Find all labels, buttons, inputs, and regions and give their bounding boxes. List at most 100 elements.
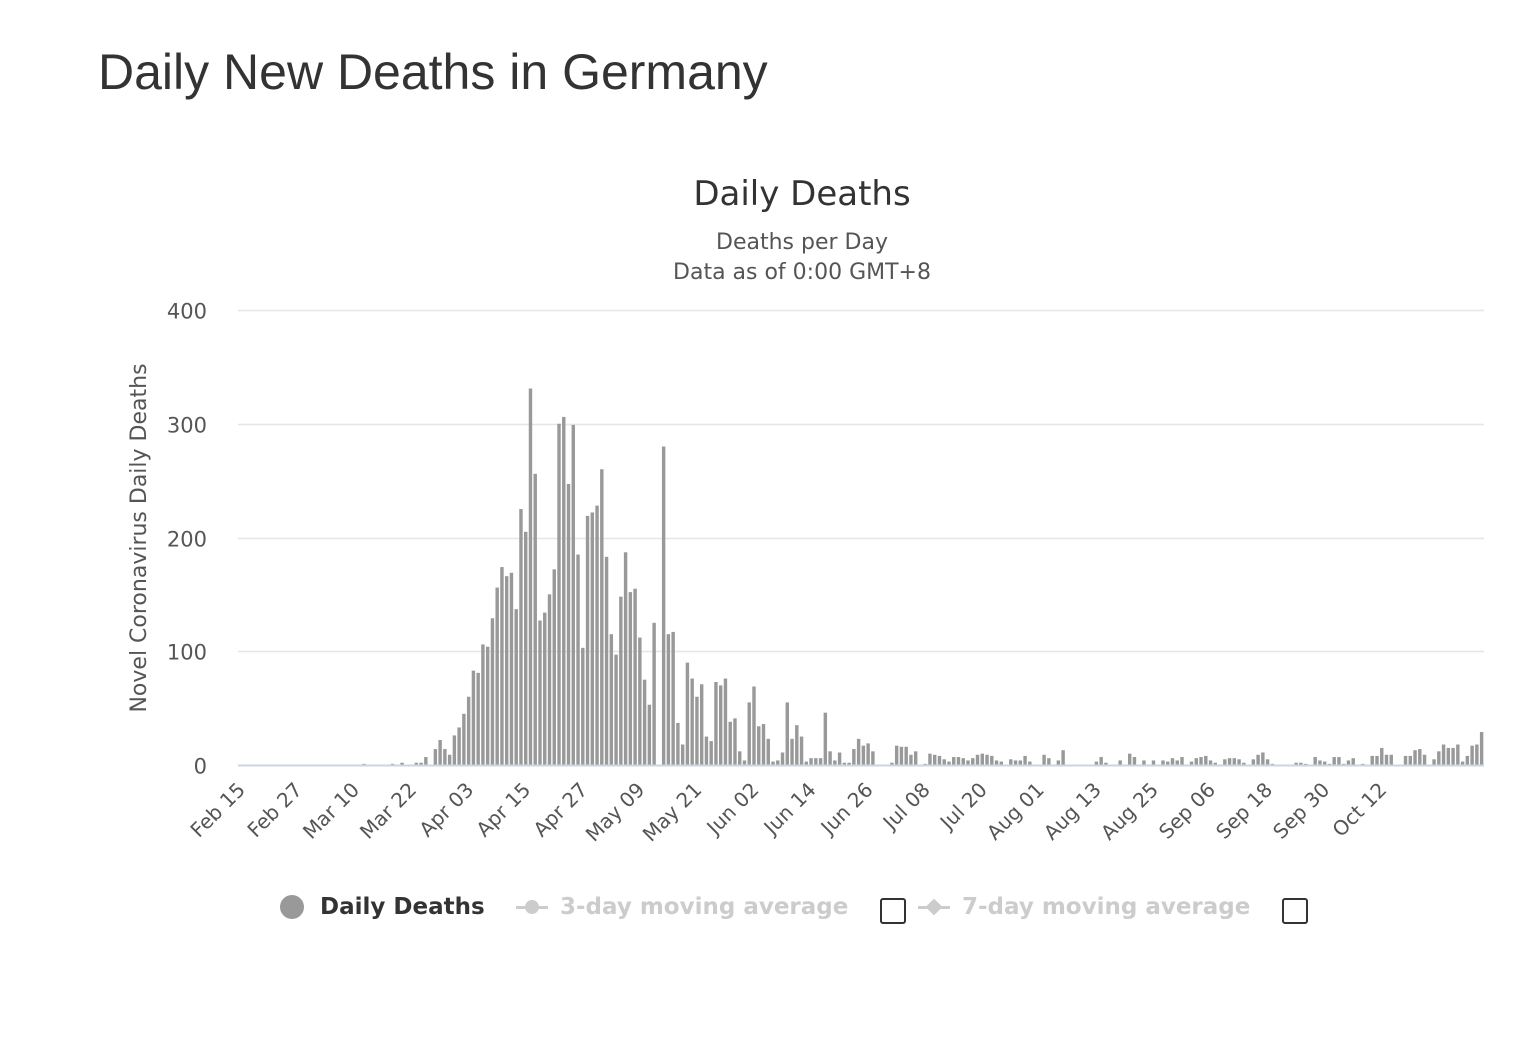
- x-tick-label: May 09: [581, 778, 650, 847]
- x-tick-label: Sep 06: [1154, 778, 1220, 844]
- bar: [457, 727, 461, 765]
- bar: [590, 512, 595, 765]
- chart-subtitle-line-2: Data as of 0:00 GMT+8: [673, 260, 931, 285]
- bar: [933, 754, 937, 765]
- bar: [709, 741, 713, 765]
- legend-item-7-day-moving-average[interactable]: 7-day moving average: [918, 885, 1250, 929]
- legend-item-3-day-moving-average[interactable]: 3-day moving average: [516, 885, 848, 929]
- bar: [975, 754, 980, 765]
- bar: [1270, 763, 1275, 765]
- bar: [1261, 752, 1265, 765]
- bar: [614, 654, 618, 765]
- bar: [1418, 749, 1422, 765]
- bar: [999, 761, 1003, 765]
- bar: [680, 744, 685, 765]
- bar: [1208, 760, 1213, 765]
- x-tick-label: Jun 02: [701, 778, 764, 841]
- bar: [1451, 747, 1455, 765]
- bar: [557, 423, 561, 765]
- bar: [1313, 757, 1317, 765]
- bar: [1265, 759, 1270, 765]
- daily-deaths-chart: Daily Deaths Deaths per Day Data as of 0…: [127, 174, 1484, 847]
- bar: [562, 416, 566, 765]
- bar: [814, 758, 818, 765]
- bar: [1009, 759, 1013, 765]
- bar: [947, 761, 951, 765]
- bar: [1151, 760, 1156, 765]
- bar: [1299, 762, 1303, 765]
- bar: [856, 738, 861, 765]
- bar: [1161, 760, 1165, 765]
- bar: [576, 554, 580, 765]
- x-tick-label: Sep 30: [1268, 778, 1334, 844]
- bar: [1013, 760, 1018, 765]
- bar: [866, 743, 870, 765]
- x-tick-label: Mar 22: [355, 778, 421, 844]
- bar: [942, 759, 946, 765]
- bar: [466, 696, 471, 765]
- bar: [804, 761, 809, 765]
- bar: [476, 672, 480, 765]
- x-tick-label: Jul 08: [877, 778, 935, 836]
- bar: [490, 618, 495, 765]
- bar: [1465, 755, 1470, 765]
- bar: [524, 531, 528, 765]
- bar: [661, 446, 666, 765]
- bar: [823, 712, 828, 765]
- bar: [485, 646, 490, 765]
- grid-lines: [238, 309, 1484, 653]
- bar: [1413, 750, 1417, 765]
- bar: [752, 686, 756, 765]
- bar: [723, 678, 728, 765]
- bar: [552, 569, 556, 765]
- bar: [1403, 755, 1408, 765]
- bar: [961, 758, 965, 765]
- y-tick-label: 400: [167, 300, 207, 324]
- legend-label-3-day-moving-average: 3-day moving average: [560, 894, 849, 920]
- bar: [871, 751, 875, 765]
- bar: [414, 762, 419, 765]
- bar: [771, 761, 775, 765]
- bar: [1470, 745, 1474, 765]
- bar: [1251, 759, 1256, 765]
- line-diamond-marker-icon: [918, 895, 950, 919]
- bar: [994, 760, 999, 765]
- line-circle-marker-icon: [516, 895, 548, 919]
- bar: [928, 753, 932, 766]
- bar: [747, 702, 751, 765]
- chart-subtitle-line-1: Deaths per Day: [716, 230, 888, 255]
- bar: [990, 755, 994, 765]
- bar: [424, 757, 428, 765]
- bar: [438, 739, 442, 765]
- checkbox-7-day-moving-average[interactable]: [1282, 898, 1308, 924]
- chart-title: Daily Deaths: [693, 174, 910, 214]
- bar: [818, 758, 823, 765]
- bar: [714, 681, 718, 765]
- bar: [985, 754, 989, 765]
- bar: [909, 754, 913, 765]
- page-title: Daily New Deaths in Germany: [98, 44, 768, 100]
- bar: [647, 704, 652, 765]
- bar: [633, 588, 637, 765]
- bar: [566, 484, 571, 765]
- bar: [728, 721, 732, 765]
- checkbox-3-day-moving-average[interactable]: [880, 898, 906, 924]
- bar: [1232, 758, 1237, 765]
- x-tick-label: Mar 10: [298, 778, 364, 844]
- bar: [1118, 760, 1122, 765]
- bar: [890, 762, 894, 765]
- legend-item-daily-deaths[interactable]: Daily Deaths: [280, 885, 485, 929]
- bar: [604, 556, 609, 765]
- bar: [847, 762, 851, 765]
- bar: [833, 760, 837, 765]
- bar: [1370, 755, 1374, 765]
- y-tick-label: 0: [194, 755, 207, 779]
- bar: [828, 751, 832, 765]
- bar: [1327, 763, 1332, 765]
- bar: [1432, 759, 1436, 765]
- x-tick-label: Sep 18: [1211, 778, 1277, 844]
- bar: [419, 762, 423, 765]
- bar: [504, 576, 509, 765]
- bar: [1408, 755, 1412, 765]
- bar: [495, 587, 499, 765]
